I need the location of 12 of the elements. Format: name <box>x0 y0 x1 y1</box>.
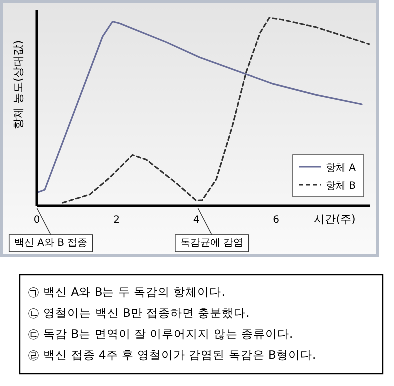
x-tick-label: 2 <box>114 215 120 226</box>
text: ㉡ 영철이는 백신 B만 접종하면 충분했다. <box>28 306 250 320</box>
legend-label: 항체 A <box>326 163 356 174</box>
text: ㉠ 백신 A와 B는 두 독감의 항체이다. <box>28 285 226 299</box>
text: ㉢ 독감 B는 면역이 잘 이루어지지 않는 종류이다. <box>28 327 294 341</box>
x-tick-label: 4 <box>193 215 200 226</box>
text: ㉣ 백신 접종 4주 후 영철이가 감염된 독감은 B형이다. <box>28 348 316 362</box>
x-tick-label: 0 <box>34 215 40 226</box>
x-tick-label: 6 <box>273 215 280 226</box>
legend-label: 항체 B <box>326 181 356 192</box>
y-axis-title: 항체 농도(상대값) <box>12 40 25 130</box>
x-axis-title: 시간(주) <box>314 213 356 226</box>
